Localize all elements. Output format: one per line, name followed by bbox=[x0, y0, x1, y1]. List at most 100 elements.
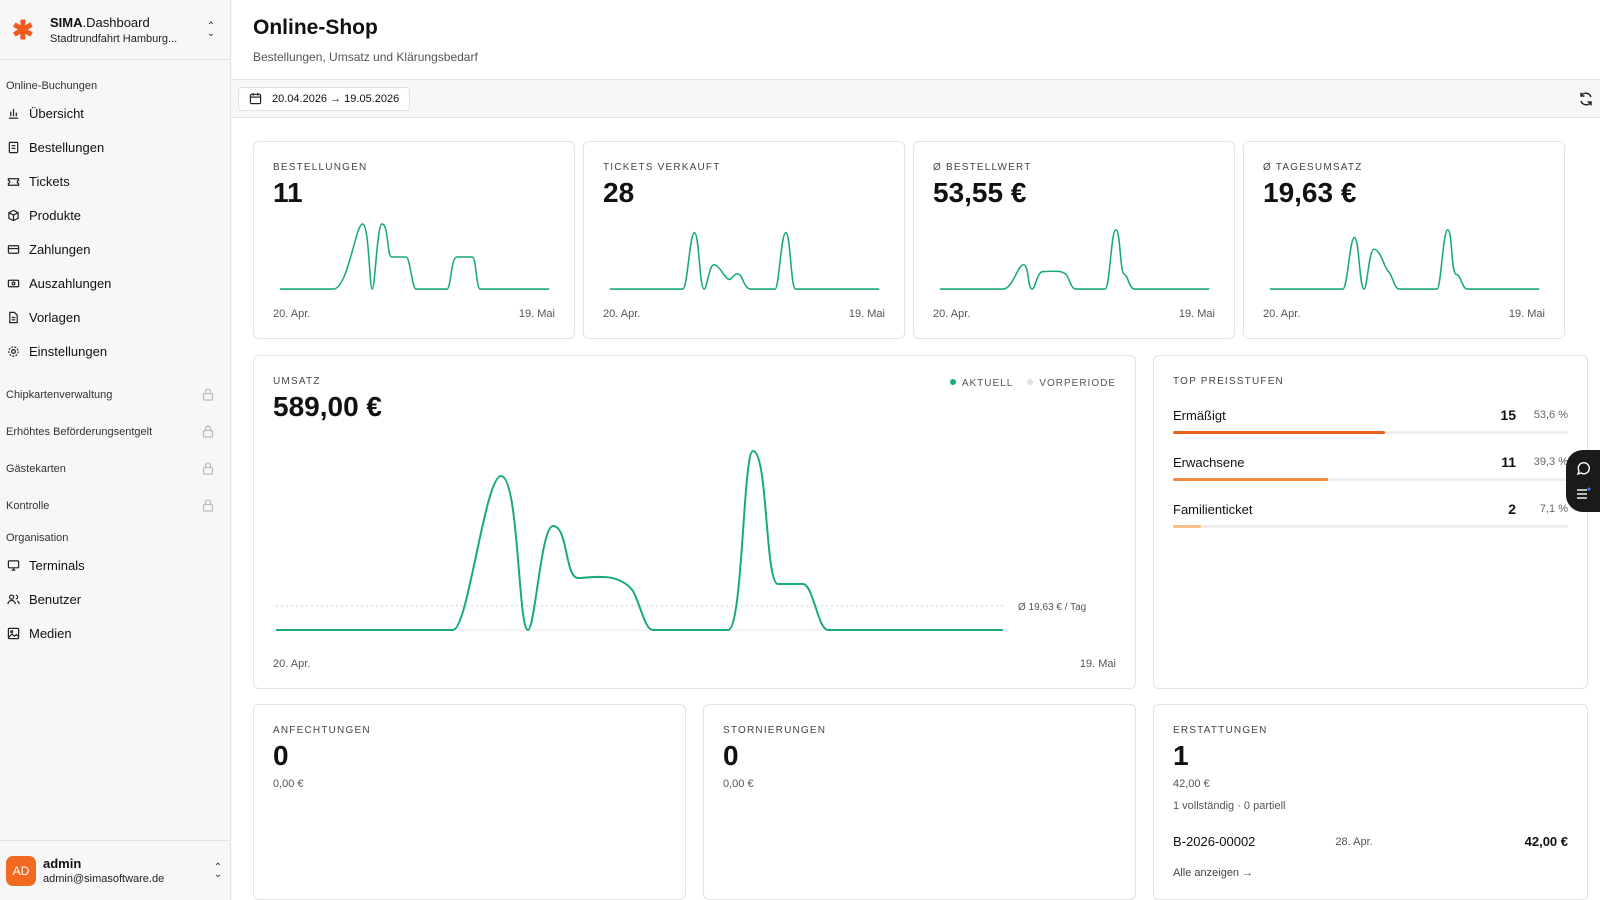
sidebar-item-einstellungen[interactable]: Einstellungen bbox=[0, 334, 230, 368]
sidebar-item-locked[interactable]: Chipkartenverwaltung bbox=[0, 376, 230, 413]
sidebar-item-label: Gästekarten bbox=[6, 462, 66, 475]
axis-start: 20. Apr. bbox=[273, 658, 311, 670]
sidebar-item-label: Benutzer bbox=[29, 591, 82, 607]
tier-item: Erwachsene 11 39,3 % bbox=[1173, 454, 1568, 481]
list-icon[interactable] bbox=[1575, 486, 1591, 502]
org-switcher[interactable]: ✱ SIMA.Dashboard Stadtrundfahrt Hamburg.… bbox=[0, 0, 230, 60]
tier-name: Familienticket bbox=[1173, 501, 1253, 517]
kpi-label: BESTELLUNGEN bbox=[273, 162, 368, 173]
bar-chart-icon bbox=[8, 108, 19, 119]
sidebar-item-auszahlungen[interactable]: Auszahlungen bbox=[0, 266, 230, 300]
refunds-value: 1 bbox=[1173, 740, 1189, 771]
sidebar-item-produkte[interactable]: Produkte bbox=[0, 198, 230, 232]
sidebar-item-label: Terminals bbox=[29, 557, 85, 573]
sidebar-item-locked[interactable]: Kontrolle bbox=[0, 487, 230, 524]
axis-start: 20. Apr. bbox=[603, 308, 641, 320]
tier-bar-track bbox=[1173, 431, 1568, 434]
sidebar-item-zahlungen[interactable]: Zahlungen bbox=[0, 232, 230, 266]
sidebar-item-label: Zahlungen bbox=[29, 241, 91, 257]
kpi-value: 19,63 € bbox=[1263, 177, 1357, 208]
disputes-amount: 0,00 € bbox=[273, 778, 304, 790]
refresh-icon[interactable] bbox=[1578, 91, 1594, 107]
chevron-updown-icon: ⌃ ⌄ bbox=[213, 861, 223, 880]
sidebar-item-vorlagen[interactable]: Vorlagen bbox=[0, 300, 230, 334]
show-all-link[interactable]: Alle anzeigen → bbox=[1173, 867, 1254, 879]
user-name: admin bbox=[43, 856, 82, 871]
refunds-card: ERSTATTUNGEN 1 42,00 € 1 vollständig · 0… bbox=[1153, 704, 1588, 900]
kpi-sparkline bbox=[939, 228, 1210, 290]
disputes-label: ANFECHTUNGEN bbox=[273, 725, 371, 736]
date-range-text: 20.04.2026 → 19.05.2026 bbox=[272, 92, 400, 105]
ticket-icon bbox=[7, 177, 20, 186]
tiers-label: TOP PREISSTUFEN bbox=[1173, 376, 1284, 387]
kpi-axis: 20. Apr. 19. Mai bbox=[273, 308, 555, 320]
date-range-picker[interactable]: 20.04.2026 → 19.05.2026 bbox=[238, 86, 411, 111]
legend-previous: VORPERIODE bbox=[1027, 378, 1116, 389]
sidebar-item-label: Tickets bbox=[29, 173, 70, 189]
main-content: Online-Shop Bestellungen, Umsatz und Klä… bbox=[232, 0, 1600, 900]
tier-bar-track bbox=[1173, 525, 1568, 528]
sidebar-item-medien[interactable]: Medien bbox=[0, 616, 230, 650]
sidebar-item-label: Kontrolle bbox=[6, 499, 50, 512]
tier-percent: 39,3 % bbox=[1533, 456, 1568, 468]
tier-item: Familienticket 2 7,1 % bbox=[1173, 501, 1568, 528]
sidebar-item-label: Medien bbox=[29, 625, 72, 641]
axis-end: 19. Mai bbox=[518, 308, 555, 320]
refund-amount: 42,00 € bbox=[1524, 834, 1568, 849]
chevron-updown-icon: ⌃ ⌄ bbox=[206, 20, 216, 39]
average-label: Ø 19,63 € / Tag bbox=[1018, 602, 1086, 613]
cancellations-value: 0 bbox=[723, 740, 739, 771]
brand-name: SIMA.Dashboard bbox=[50, 14, 150, 30]
sidebar-item-locked[interactable]: Erhöhtes Beförderungsentgelt bbox=[0, 413, 230, 450]
lock-icon bbox=[202, 425, 214, 438]
sidebar-item-label: Produkte bbox=[29, 207, 82, 223]
toolbar: 20.04.2026 → 19.05.2026 bbox=[232, 80, 1600, 118]
tier-name: Erwachsene bbox=[1173, 454, 1245, 470]
chat-icon[interactable] bbox=[1575, 461, 1591, 477]
revenue-card: UMSATZ 589,00 € AKTUELL VORPERIODE Ø 19,… bbox=[253, 355, 1136, 689]
tier-bar-track bbox=[1173, 478, 1568, 481]
section-title-online-buchungen: Online-Buchungen bbox=[6, 80, 98, 92]
sidebar-item-label: Erhöhtes Beförderungsentgelt bbox=[6, 425, 153, 438]
revenue-value: 589,00 € bbox=[273, 391, 382, 422]
kpi-card: Ø TAGESUMSATZ 19,63 € 20. Apr. 19. Mai bbox=[1243, 141, 1565, 339]
feedback-widget[interactable] bbox=[1566, 450, 1600, 512]
sidebar-item--bersicht[interactable]: Übersicht bbox=[0, 96, 230, 130]
tier-count: 11 bbox=[1501, 454, 1516, 470]
kpi-label: Ø TAGESUMSATZ bbox=[1263, 162, 1363, 173]
kpi-sparkline bbox=[1269, 228, 1540, 290]
tier-percent: 7,1 % bbox=[1539, 503, 1568, 515]
sidebar-item-benutzer[interactable]: Benutzer bbox=[0, 582, 230, 616]
kpi-label: TICKETS VERKAUFT bbox=[603, 162, 721, 173]
axis-start: 20. Apr. bbox=[933, 308, 971, 320]
monitor-icon bbox=[7, 559, 20, 571]
page-title: Online-Shop bbox=[253, 16, 378, 39]
axis-end: 19. Mai bbox=[1079, 658, 1116, 670]
lock-icon bbox=[202, 499, 214, 512]
sidebar-item-label: Bestellungen bbox=[29, 139, 105, 155]
disputes-card: ANFECHTUNGEN 0 0,00 € bbox=[253, 704, 686, 900]
gear-icon bbox=[8, 345, 19, 357]
refund-date: 28. Apr. bbox=[1335, 835, 1373, 848]
section-title-organisation: Organisation bbox=[6, 532, 69, 544]
credit-card-icon bbox=[7, 244, 20, 254]
axis-start: 20. Apr. bbox=[273, 308, 311, 320]
legend-current: AKTUELL bbox=[949, 378, 1013, 389]
sidebar-item-terminals[interactable]: Terminals bbox=[0, 548, 230, 582]
user-menu[interactable]: AD admin admin@simasoftware.de ⌃ ⌄ bbox=[0, 840, 231, 900]
disputes-value: 0 bbox=[273, 740, 289, 771]
axis-end: 19. Mai bbox=[1508, 308, 1545, 320]
cancellations-card: STORNIERUNGEN 0 0,00 € bbox=[703, 704, 1136, 900]
refund-row[interactable]: B-2026-00002 28. Apr. 42,00 € bbox=[1173, 834, 1568, 849]
sidebar-item-locked[interactable]: Gästekarten bbox=[0, 450, 230, 487]
sidebar-item-label: Chipkartenverwaltung bbox=[6, 388, 113, 401]
kpi-axis: 20. Apr. 19. Mai bbox=[1263, 308, 1545, 320]
tier-bar-fill bbox=[1173, 431, 1385, 434]
refunds-amount: 42,00 € bbox=[1173, 778, 1210, 790]
kpi-value: 11 bbox=[273, 177, 303, 208]
lock-icon bbox=[202, 462, 214, 475]
image-icon bbox=[7, 627, 20, 639]
sidebar-item-bestellungen[interactable]: Bestellungen bbox=[0, 130, 230, 164]
sidebar-item-tickets[interactable]: Tickets bbox=[0, 164, 230, 198]
kpi-card: Ø BESTELLWERT 53,55 € 20. Apr. 19. Mai bbox=[913, 141, 1235, 339]
